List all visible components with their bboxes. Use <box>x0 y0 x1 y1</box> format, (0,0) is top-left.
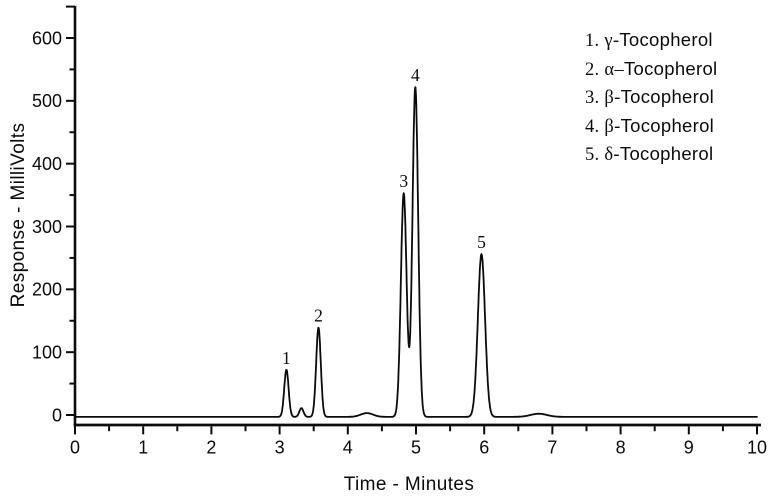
legend-item-name: Tocopherol <box>621 115 715 136</box>
x-tick-label: 4 <box>343 438 353 458</box>
y-tick-label: 300 <box>32 217 62 237</box>
legend-item-prefix: 1. γ- <box>585 31 619 51</box>
chromatogram-trace-group <box>74 86 758 418</box>
peak-labels: 1 2 3 4 5 <box>282 65 486 368</box>
y-tick-label: 600 <box>32 28 62 48</box>
legend-item: 5. δ-Tocopherol <box>585 143 713 165</box>
legend-item: 2. α–Tocopherol <box>585 58 717 80</box>
legend-item-name: Tocopherol <box>620 143 714 164</box>
legend-item-name: Tocopherol <box>619 29 713 50</box>
peak-label: 3 <box>399 171 408 191</box>
legend-item-name: Tocopherol <box>624 58 718 79</box>
peak-label: 1 <box>282 348 291 368</box>
x-tick-label: 3 <box>275 438 285 458</box>
legend-item: 1. γ-Tocopherol <box>585 29 713 51</box>
x-tick-label: 6 <box>479 438 489 458</box>
x-tick-label: 5 <box>411 438 421 458</box>
y-tick-label: 400 <box>32 154 62 174</box>
legend-item-prefix: 3. β- <box>585 88 621 108</box>
y-tick-label: 200 <box>32 280 62 300</box>
legend-item-prefix: 5. δ- <box>585 145 620 165</box>
x-tick-label: 10 <box>747 438 767 458</box>
x-tick-label: 8 <box>616 438 626 458</box>
x-axis-title: Time - Minutes <box>344 474 475 495</box>
y-tick-label: 100 <box>32 342 62 362</box>
x-tick-label: 0 <box>70 438 80 458</box>
peak-label: 5 <box>477 232 486 252</box>
legend-item-name: Tocopherol <box>621 86 715 107</box>
y-tick-label: 500 <box>32 91 62 111</box>
x-tick-label: 2 <box>206 438 216 458</box>
legend-item-prefix: 2. α– <box>585 60 624 80</box>
legend: 1. γ-Tocopherol 2. α–Tocopherol 3. β-Toc… <box>585 29 717 165</box>
peak-label: 2 <box>314 306 323 326</box>
y-tick-label: 0 <box>52 405 62 425</box>
x-tick-label: 1 <box>138 438 148 458</box>
legend-item: 3. β-Tocopherol <box>585 86 714 108</box>
peak-label: 4 <box>411 65 420 85</box>
legend-item-prefix: 4. β- <box>585 117 621 137</box>
x-tick-label: 7 <box>547 438 557 458</box>
axes: 0 100 200 300 400 500 600 0 1 2 3 4 5 6 7 8 9 10 <box>32 5 767 458</box>
y-axis-title: Response - MilliVolts <box>8 123 29 308</box>
legend-item: 4. β-Tocopherol <box>585 115 714 137</box>
x-tick-label: 9 <box>684 438 694 458</box>
chromatogram-trace <box>74 86 758 418</box>
